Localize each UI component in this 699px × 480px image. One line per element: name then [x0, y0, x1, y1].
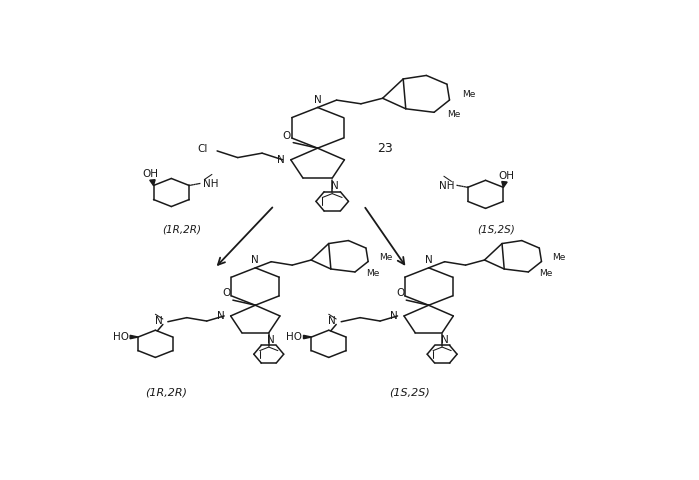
Text: N: N	[217, 311, 224, 321]
Text: N: N	[390, 311, 398, 321]
Text: Cl: Cl	[197, 144, 208, 154]
Text: NH: NH	[439, 181, 454, 191]
Text: N: N	[425, 255, 433, 265]
Text: OH: OH	[498, 171, 514, 180]
Text: Me: Me	[447, 109, 461, 119]
Text: (1R,2R): (1R,2R)	[145, 387, 187, 397]
Text: N: N	[252, 255, 259, 265]
Text: Me: Me	[379, 252, 392, 262]
Text: N: N	[314, 95, 322, 105]
Text: Me: Me	[366, 269, 380, 278]
Polygon shape	[303, 336, 312, 339]
Text: (1R,2R): (1R,2R)	[163, 225, 202, 234]
Text: NH: NH	[203, 179, 218, 189]
Text: HO: HO	[113, 332, 129, 342]
Text: 23: 23	[377, 142, 393, 155]
Polygon shape	[150, 180, 155, 185]
Text: Me: Me	[462, 90, 476, 99]
Text: N: N	[329, 316, 336, 326]
Text: O: O	[282, 131, 291, 141]
Text: O: O	[396, 288, 405, 299]
Text: (1S,2S): (1S,2S)	[477, 225, 515, 234]
Text: OH: OH	[143, 169, 159, 179]
Text: Me: Me	[540, 269, 553, 278]
Text: Me: Me	[552, 252, 565, 262]
Text: N: N	[441, 336, 449, 346]
Text: N: N	[331, 181, 339, 191]
Text: O: O	[223, 288, 231, 299]
Polygon shape	[502, 181, 507, 187]
Text: (1S,2S): (1S,2S)	[389, 387, 430, 397]
Text: N: N	[155, 316, 163, 326]
Text: N: N	[268, 336, 275, 346]
Text: HO: HO	[287, 332, 303, 342]
Text: N: N	[277, 155, 284, 165]
Polygon shape	[130, 336, 138, 339]
